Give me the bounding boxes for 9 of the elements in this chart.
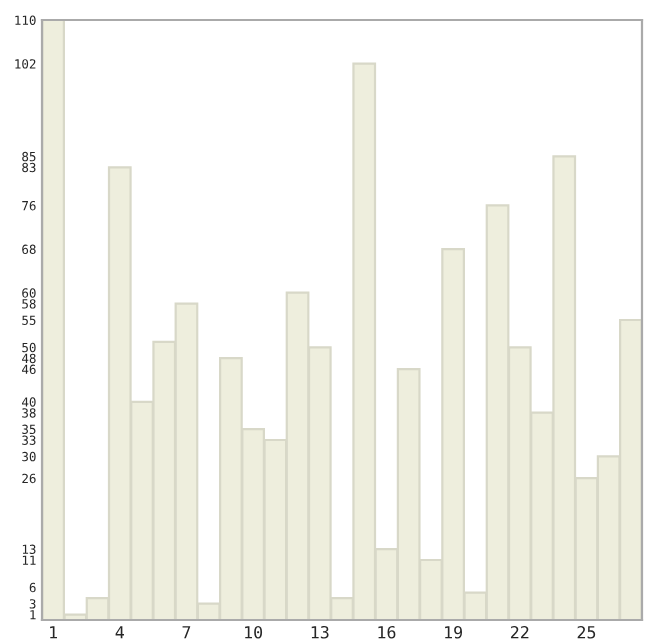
x-tick-label: 25 [577, 625, 596, 639]
x-tick-label: 16 [378, 625, 396, 639]
x-tick-label: 7 [182, 626, 191, 639]
x-tick-label: 19 [445, 625, 463, 639]
x-tick-label: 13 [311, 625, 329, 639]
x-tick-label: 4 [115, 626, 124, 639]
x-tick-label: 1 [50, 626, 57, 639]
x-tick-label: 22 [510, 625, 529, 639]
x-tick-label: 10 [245, 625, 263, 639]
